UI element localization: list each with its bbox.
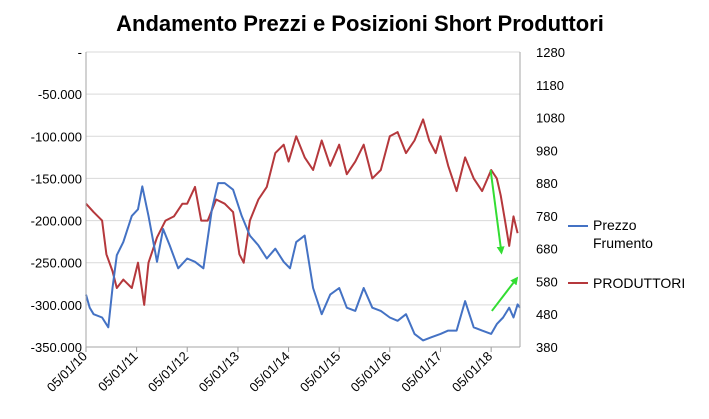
- y-right-tick-label: 1280: [536, 45, 565, 60]
- x-tick-label: 05/01/18: [449, 349, 495, 395]
- y-right-tick-label: 380: [536, 340, 558, 355]
- y-left-tick-label: -: [78, 45, 82, 60]
- y-right-tick-label: 780: [536, 209, 558, 224]
- annotation-arrow: [491, 276, 519, 312]
- annotation-arrow: [489, 169, 505, 255]
- x-tick-label: 05/01/16: [348, 349, 394, 395]
- y-left-tick-label: -100.000: [31, 129, 82, 144]
- x-tick-label: 05/01/14: [246, 349, 292, 395]
- x-tick-label: 05/01/13: [196, 349, 242, 395]
- y-right-tick-label: 980: [536, 143, 558, 158]
- y-left-tick-label: -50.000: [38, 87, 82, 102]
- y-left-tick-label: -150.000: [31, 171, 82, 186]
- y-right-tick-label: 680: [536, 242, 558, 257]
- y-right-tick-label: 1080: [536, 111, 565, 126]
- axes: -350.000 -300.000 -250.000 -200.000 -150.000…: [31, 45, 565, 395]
- annotation-arrows: [489, 169, 519, 312]
- x-tick-label: 05/01/10: [44, 349, 90, 395]
- y-left-tick-label: -300.000: [31, 298, 82, 313]
- legend: Prezzo Frumento PRODUTTORI: [568, 217, 685, 291]
- x-tick-label: 05/01/11: [95, 349, 141, 395]
- y-right-tick-label: 580: [536, 274, 558, 289]
- x-tick-label: 05/01/17: [398, 349, 444, 395]
- series-line-produttori: [85, 118, 519, 306]
- legend-label-produttori: PRODUTTORI: [593, 275, 685, 291]
- y-right-tick-label: 1180: [536, 78, 564, 93]
- chart-title: Andamento Prezzi e Posizioni Short Produ…: [116, 11, 604, 36]
- gridlines: [86, 51, 520, 348]
- y-right-tick-label: 880: [536, 176, 558, 191]
- y-left-tick-label: -250.000: [31, 256, 82, 271]
- legend-label-prezzo-frumento-line1: Prezzo: [593, 217, 637, 233]
- x-tick-label: 05/01/12: [145, 349, 191, 395]
- series-lines: [85, 118, 521, 342]
- y-right-tick-label: 480: [536, 307, 558, 322]
- legend-label-prezzo-frumento-line2: Frumento: [593, 235, 653, 251]
- y-left-tick-label: -200.000: [31, 214, 82, 229]
- series-line-prezzo-frumento: [85, 182, 521, 342]
- y-left-tick-label: -350.000: [31, 340, 82, 355]
- x-tick-label: 05/01/15: [297, 349, 343, 395]
